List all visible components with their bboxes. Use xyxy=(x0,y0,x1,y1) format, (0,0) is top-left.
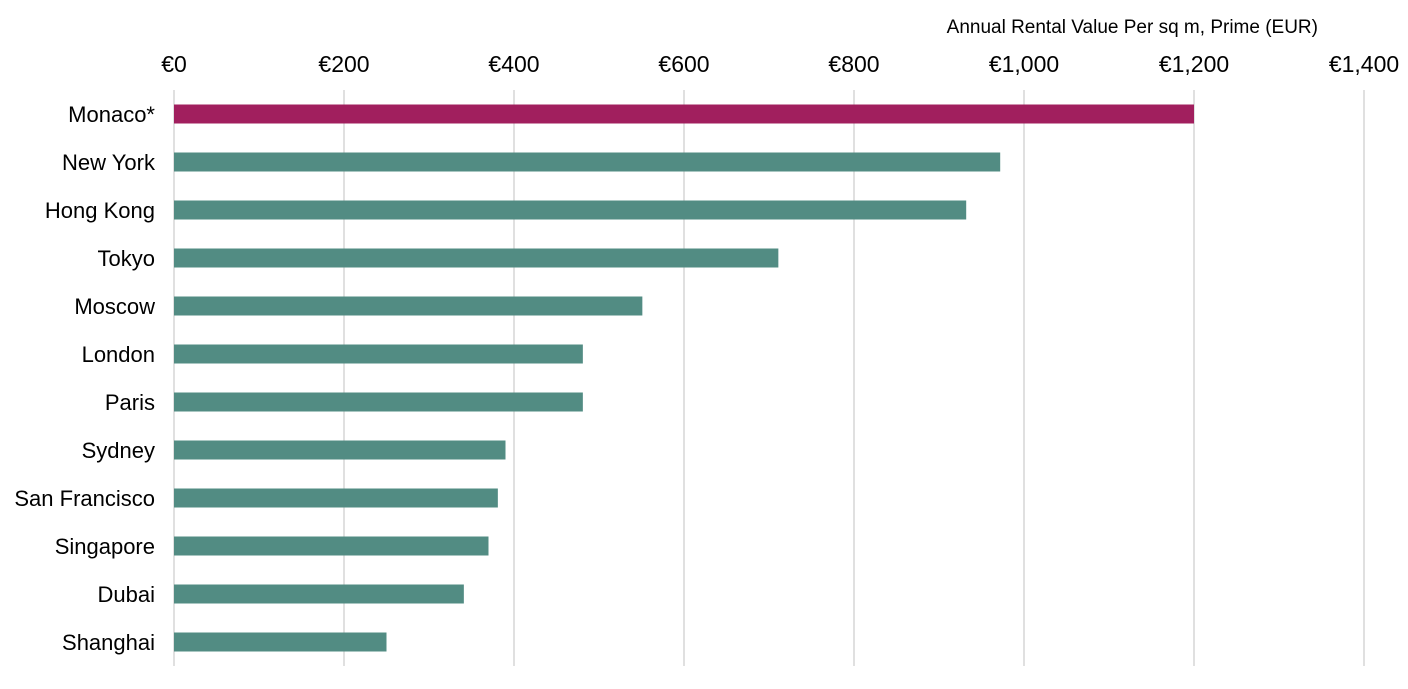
x-tick-label: €0 xyxy=(161,51,187,77)
x-tick-label: €200 xyxy=(318,51,369,77)
bar-dubai xyxy=(174,584,464,604)
x-tick-label: €1,400 xyxy=(1329,51,1399,77)
bars xyxy=(174,104,1194,652)
category-label: Singapore xyxy=(55,534,155,559)
bar-london xyxy=(174,344,583,364)
category-label: Sydney xyxy=(82,438,155,463)
category-label: San Francisco xyxy=(14,486,155,511)
x-tick-label: €400 xyxy=(488,51,539,77)
bar-sydney xyxy=(174,440,506,460)
category-label: Tokyo xyxy=(98,246,155,271)
bar-new-york xyxy=(174,152,1001,172)
bar-hong-kong xyxy=(174,200,967,220)
bar-paris xyxy=(174,392,583,412)
bar-san-francisco xyxy=(174,488,498,508)
category-label: Paris xyxy=(105,390,155,415)
x-tick-label: €600 xyxy=(658,51,709,77)
category-labels: Monaco* New York Hong Kong Tokyo Moscow Londo… xyxy=(14,102,156,655)
category-label: New York xyxy=(62,150,156,175)
x-tick-label: €800 xyxy=(828,51,879,77)
category-label: Hong Kong xyxy=(45,198,155,223)
category-label: Monaco* xyxy=(68,102,155,127)
bar-singapore xyxy=(174,536,489,556)
category-label: London xyxy=(82,342,155,367)
bar-tokyo xyxy=(174,248,779,268)
gridlines xyxy=(173,90,1365,666)
axis-title: Annual Rental Value Per sq m, Prime (EUR… xyxy=(947,17,1318,38)
bar-moscow xyxy=(174,296,643,316)
x-tick-label: €1,000 xyxy=(989,51,1059,77)
bar-shanghai xyxy=(174,632,387,652)
category-label: Moscow xyxy=(74,294,155,319)
x-axis-ticks: €0 €200 €400 €600 €800 €1,000 €1,200 €1,400 xyxy=(161,51,1399,77)
category-label: Dubai xyxy=(98,582,155,607)
category-label: Shanghai xyxy=(62,630,155,655)
bar-monaco xyxy=(174,104,1194,124)
x-tick-label: €1,200 xyxy=(1159,51,1229,77)
